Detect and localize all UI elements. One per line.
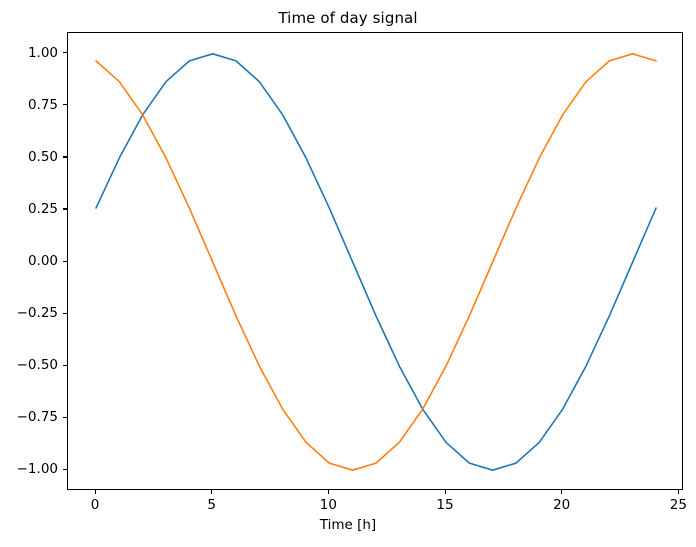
x-tick-label: 10	[319, 497, 337, 513]
y-tick-label: 1.00	[27, 44, 58, 61]
y-tick-mark	[63, 156, 67, 158]
line-series-0	[95, 53, 657, 471]
y-tick-mark	[63, 52, 67, 54]
plot-axes	[67, 32, 683, 490]
y-tick-mark	[63, 260, 67, 262]
chart-title: Time of day signal	[278, 9, 418, 27]
x-tick-mark	[444, 490, 446, 494]
y-tick-label: 0.00	[27, 253, 58, 269]
x-tick-mark	[94, 490, 96, 494]
y-tick-mark	[63, 416, 67, 418]
line-series-1	[95, 53, 657, 471]
y-tick-label: 0.75	[27, 96, 58, 113]
x-tick-label: 25	[669, 497, 687, 513]
y-tick-label: −1.00	[16, 461, 58, 478]
y-tick-label: 0.50	[27, 148, 58, 165]
y-tick-label: −0.25	[16, 305, 58, 322]
plot-canvas	[95, 53, 657, 471]
x-tick-mark	[211, 490, 213, 494]
y-tick-mark	[63, 468, 67, 470]
x-tick-mark	[327, 490, 329, 494]
y-tick-mark	[63, 312, 67, 314]
y-tick-label: 0.25	[27, 200, 58, 217]
x-tick-label: 20	[553, 497, 571, 513]
x-axis-label: Time [h]	[319, 517, 377, 533]
x-tick-label: 5	[207, 497, 216, 513]
y-tick-mark	[63, 104, 67, 106]
x-tick-label: 0	[90, 497, 100, 513]
y-tick-mark	[63, 364, 67, 366]
y-tick-label: −0.50	[16, 357, 58, 374]
y-tick-label: −0.75	[16, 409, 58, 426]
y-tick-mark	[63, 208, 67, 210]
x-tick-label: 15	[436, 497, 454, 513]
x-tick-mark	[561, 490, 563, 494]
x-tick-mark	[677, 490, 679, 494]
